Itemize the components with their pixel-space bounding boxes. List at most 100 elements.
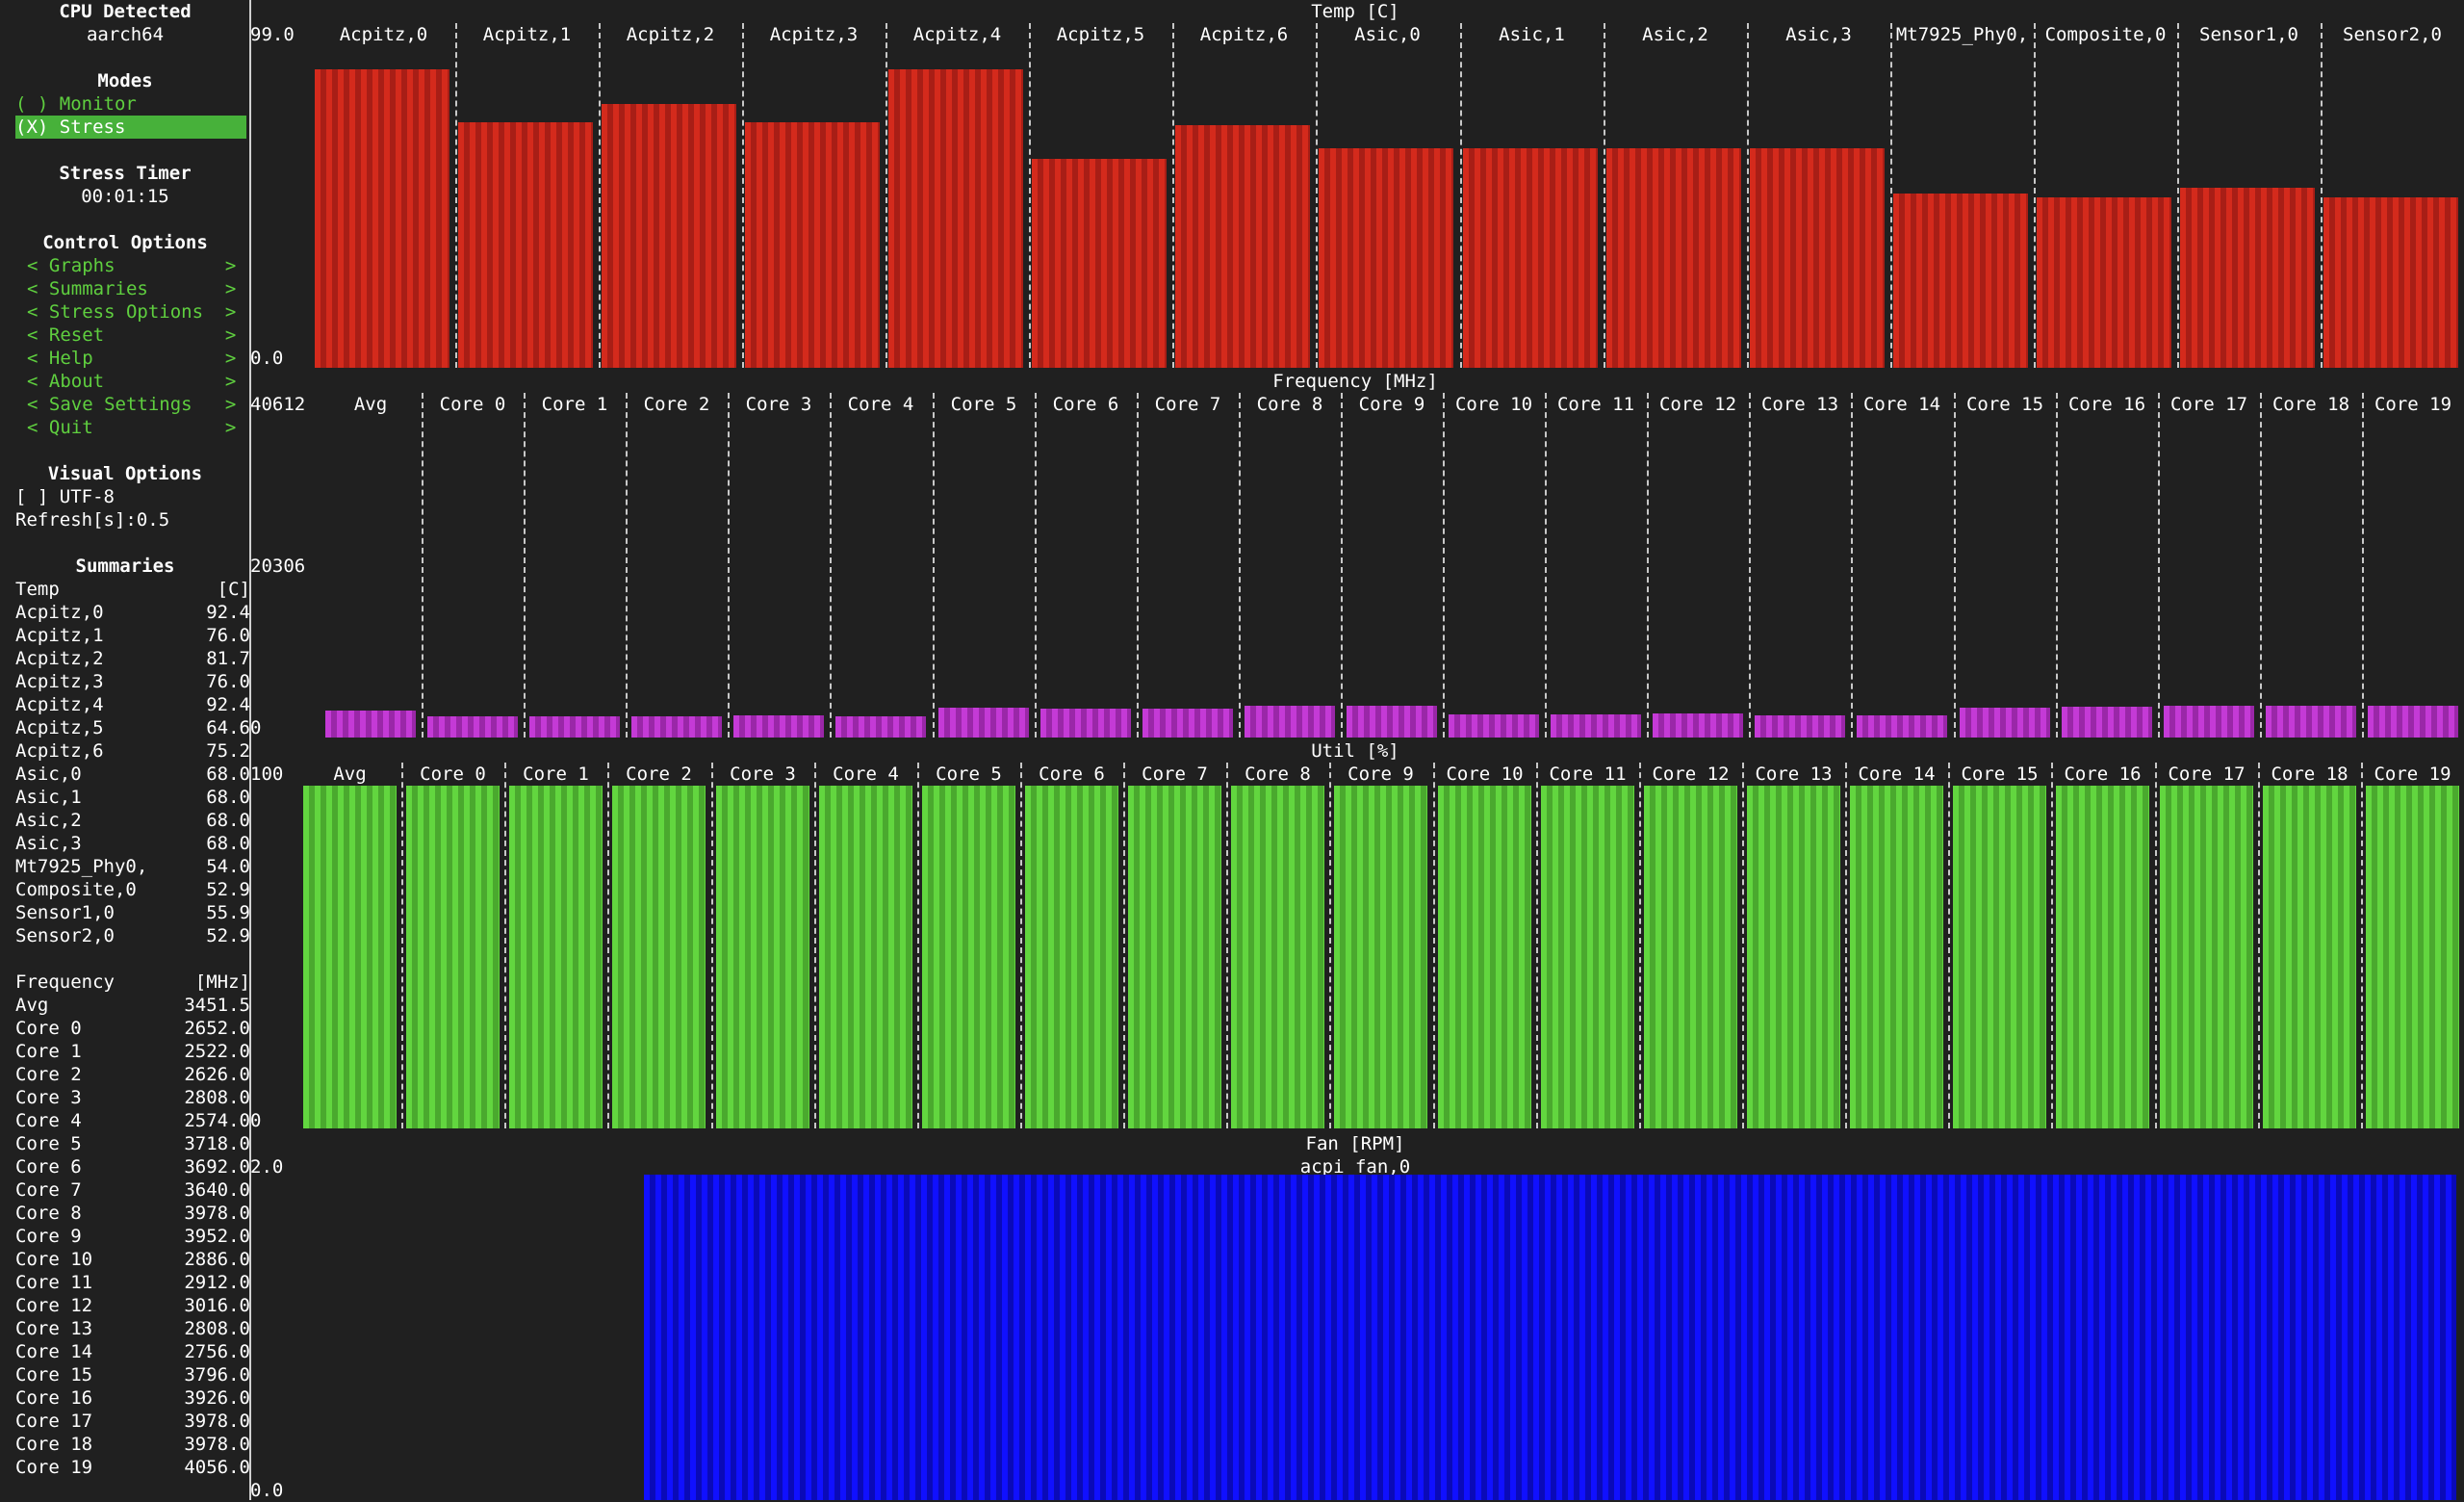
freq-column-label-core-0: Core 0 — [439, 394, 506, 415]
reset-button[interactable]: < Reset > — [27, 324, 237, 346]
temp-column-label-sensor2-0: Sensor2,0 — [2343, 24, 2442, 45]
freq-column-label-core-8: Core 8 — [1256, 394, 1323, 415]
freq-summary-header: Frequency [MHz] — [15, 971, 250, 994]
temp-max-label: 99.0 — [250, 24, 295, 45]
freq-bar-core-8 — [1245, 706, 1335, 738]
freq-bar-core-6 — [1040, 709, 1131, 738]
temp-summary-row: Acpitz,3 76.0 — [15, 670, 250, 693]
freq-summary-row-value: 2756.0 — [184, 1341, 250, 1362]
temp-summary-row-value: 75.2 — [206, 740, 250, 762]
util-bar-core-6 — [1025, 786, 1118, 1128]
freq-column-divider — [933, 393, 935, 738]
util-column-label-core-6: Core 6 — [1039, 764, 1105, 785]
temp-column-label-acpitz-2: Acpitz,2 — [626, 24, 715, 45]
util-bar-core-10 — [1438, 786, 1531, 1128]
util-column-divider — [711, 763, 713, 1128]
temp-summary-row-value: 92.4 — [206, 602, 250, 623]
temp-summary-row-value: 64.6 — [206, 717, 250, 738]
freq-column-divider — [2362, 393, 2364, 738]
util-column-label-core-1: Core 1 — [523, 764, 589, 785]
util-column-divider — [2051, 763, 2053, 1128]
graphs-menu-button[interactable]: < Graphs > — [27, 255, 237, 276]
cpu-arch: aarch64 — [86, 24, 165, 45]
utf8-checkbox[interactable]: [ ] UTF-8 — [15, 486, 115, 507]
temp-summary-row-name: Acpitz,2 — [15, 648, 104, 669]
util-column-label-core-0: Core 0 — [420, 764, 486, 785]
util-column-divider — [1845, 763, 1847, 1128]
freq-summary-row-value: 2626.0 — [184, 1064, 250, 1085]
util-column-divider — [1639, 763, 1641, 1128]
util-column-divider — [1329, 763, 1331, 1128]
summaries-menu-button[interactable]: < Summaries > — [27, 278, 237, 299]
quit-button[interactable]: < Quit > — [27, 417, 237, 438]
freq-column-divider — [1545, 393, 1547, 738]
freq-column-label-core-17: Core 17 — [2169, 394, 2248, 415]
util-column-divider — [2155, 763, 2157, 1128]
freq-summary-row: Core 13 2808.0 — [15, 1317, 250, 1340]
freq-bar-core-16 — [2062, 707, 2152, 738]
fan-series-label: acpi_fan,0 — [1299, 1156, 1411, 1178]
control-options-title: Control Options — [42, 232, 208, 253]
freq-summary-row-name: Core 12 — [15, 1295, 93, 1316]
freq-column-label-core-13: Core 13 — [1760, 394, 1839, 415]
stress-options-menu-button[interactable]: < Stress Options > — [27, 301, 237, 323]
freq-column-label-core-14: Core 14 — [1862, 394, 1941, 415]
freq-bar-core-4 — [835, 716, 926, 738]
save-settings-button[interactable]: < Save Settings > — [27, 394, 237, 415]
util-column-divider — [1020, 763, 1022, 1128]
freq-bar-core-0 — [427, 716, 518, 738]
temp-column-divider — [2034, 23, 2036, 368]
refresh-rate-field[interactable]: Refresh[s]:0.5 — [15, 509, 170, 531]
temp-summary-row: Acpitz,1 76.0 — [15, 624, 250, 647]
util-column-label-core-18: Core 18 — [2271, 764, 2348, 785]
util-column-label-core-9: Core 9 — [1348, 764, 1414, 785]
freq-summary-row: Core 14 2756.0 — [15, 1340, 250, 1363]
util-column-divider — [1123, 763, 1125, 1128]
freq-summary-row-value: 4056.0 — [184, 1457, 250, 1478]
freq-summary-row-name: Avg — [15, 995, 49, 1016]
mode-monitor-radio[interactable]: ( ) Monitor — [15, 93, 137, 115]
freq-column-label-core-9: Core 9 — [1358, 394, 1425, 415]
util-bar-core-15 — [1953, 786, 2046, 1128]
freq-summary-row: Core 1 2522.0 — [15, 1040, 250, 1063]
temp-summary-row-name: Asic,3 — [15, 833, 82, 854]
visual-options-title: Visual Options — [47, 463, 203, 484]
freq-mid-label: 20306 — [250, 556, 306, 577]
freq-column-divider — [1137, 393, 1139, 738]
freq-column-divider — [524, 393, 526, 738]
temp-column-divider — [1172, 23, 1174, 368]
temp-bar-composite-0 — [2037, 197, 2171, 368]
about-button[interactable]: < About > — [27, 371, 237, 392]
temp-summary-row-value: 52.9 — [206, 879, 250, 900]
help-button[interactable]: < Help > — [27, 348, 237, 369]
temp-summary-header-name: Temp — [15, 579, 60, 600]
stress-timer-value: 00:01:15 — [81, 186, 169, 207]
temp-bar-acpitz-1 — [458, 122, 593, 368]
freq-bar-core-1 — [529, 716, 620, 738]
util-graph-title: Util [%] — [1311, 740, 1399, 762]
freq-bar-core-19 — [2368, 706, 2458, 738]
freq-summary-row-name: Core 17 — [15, 1411, 93, 1432]
util-bar-core-9 — [1334, 786, 1427, 1128]
freq-column-divider — [2158, 393, 2160, 738]
sidebar-divider — [249, 0, 251, 1500]
freq-summary-row-value: 2522.0 — [184, 1041, 250, 1062]
temp-summary-row-value: 68.0 — [206, 764, 250, 785]
util-column-label-core-8: Core 8 — [1245, 764, 1311, 785]
temp-bar-asic-0 — [1319, 148, 1453, 368]
util-column-label-core-3: Core 3 — [730, 764, 796, 785]
util-column-label-core-14: Core 14 — [1858, 764, 1936, 785]
freq-summary-row-value: 3796.0 — [184, 1364, 250, 1385]
temp-summary-row: Sensor1,0 55.9 — [15, 901, 250, 924]
temp-summary-row-name: Acpitz,5 — [15, 717, 104, 738]
freq-summary-row-value: 2886.0 — [184, 1249, 250, 1270]
temp-column-divider — [1890, 23, 1892, 368]
temp-summary-row-name: Mt7925_Phy0, — [15, 856, 148, 877]
temp-summary-row-value: 92.4 — [206, 694, 250, 715]
mode-stress-radio[interactable]: (X) Stress — [15, 116, 246, 139]
temp-summary-row: Composite,0 52.9 — [15, 878, 250, 901]
temp-summary-row-name: Acpitz,6 — [15, 740, 104, 762]
freq-summary-row-name: Core 8 — [15, 1203, 82, 1224]
util-column-label-core-13: Core 13 — [1755, 764, 1833, 785]
temp-bar-acpitz-2 — [602, 104, 736, 368]
